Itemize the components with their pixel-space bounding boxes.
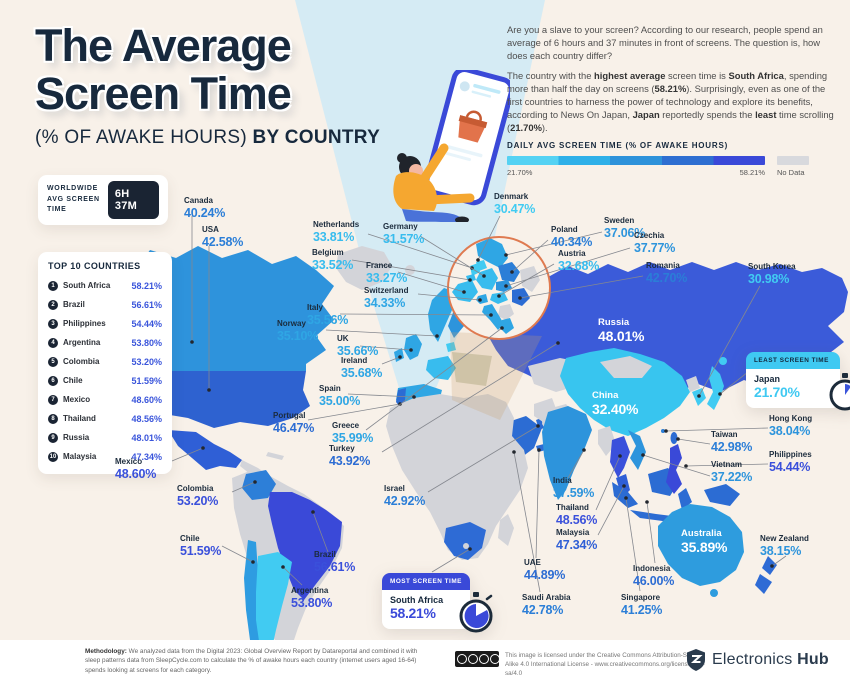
- license-text: This image is licensed under the Creativ…: [505, 652, 705, 678]
- legend-no-data-swatch: [777, 156, 809, 165]
- color-legend: DAILY AVG SCREEN TIME (% OF AWAKE HOURS)…: [507, 141, 809, 177]
- least-card-value: 21.70%: [754, 384, 800, 400]
- most-card-country: South Africa: [390, 595, 444, 605]
- worldwide-average-card: WORLDWIDE AVG SCREEN TIME 6H 37M: [38, 175, 168, 225]
- top10-row: 9 Russia 48.01%: [48, 428, 162, 447]
- subtitle-bold: BY COUNTRY: [252, 127, 381, 149]
- most-card-header: MOST SCREEN TIME: [382, 573, 470, 590]
- least-card-header: LEAST SCREEN TIME: [746, 352, 840, 369]
- top10-row: 1 South Africa 58.21%: [48, 276, 162, 295]
- intro-text: Are you a slave to your screen? Accordin…: [507, 24, 839, 142]
- footer: Methodology: We analyzed data from the D…: [0, 640, 850, 680]
- most-card-value: 58.21%: [390, 605, 436, 621]
- electronics-hub-logo: Electronics Hub: [686, 648, 829, 672]
- intro-paragraph-2: The country with the highest average scr…: [507, 69, 834, 133]
- least-card-country: Japan: [754, 374, 781, 384]
- legend-no-data-label: No Data: [777, 168, 805, 177]
- top10-row: 10 Malaysia 47.34%: [48, 451, 162, 462]
- intro-paragraph-1: Are you a slave to your screen? Accordin…: [507, 24, 823, 61]
- methodology-text: Methodology: We analyzed data from the D…: [85, 648, 418, 674]
- top10-heading: TOP 10 COUNTRIES: [48, 261, 141, 271]
- page-title-line2: Screen Time: [35, 67, 292, 119]
- top10-row: 7 Mexico 48.60%: [48, 390, 162, 409]
- person-with-phone-illustration: [393, 70, 510, 222]
- top10-row: 3 Philippines 54.44%: [48, 314, 162, 333]
- worldwide-average-badge: 6H 37M: [107, 181, 159, 219]
- legend-min-label: 21.70%: [507, 168, 533, 177]
- legend-max-label: 58.21%: [739, 168, 765, 177]
- europe-inset-magnifier: [447, 236, 551, 340]
- most-screen-time-card: MOST SCREEN TIME South Africa 58.21%: [382, 573, 493, 633]
- top10-list: 1 South Africa 58.21% 2 Brazil 56.61% 3 Philipp…: [48, 276, 162, 466]
- stopwatch-icon-most: [459, 592, 493, 633]
- legend-gradient-bar: [507, 156, 765, 165]
- least-screen-time-card: LEAST SCREEN TIME Japan 21.70%: [746, 352, 850, 411]
- top10-row: 2 Brazil 56.61%: [48, 295, 162, 314]
- logo-bold: Hub: [797, 651, 829, 668]
- top10-row: 8 Thailand 48.56%: [48, 409, 162, 428]
- page-title-line1: The Average: [35, 20, 292, 71]
- top10-row: 5 Colombia 53.20%: [48, 352, 162, 371]
- shield-logo-icon: [687, 649, 705, 671]
- logo-regular: Electronics: [712, 651, 798, 668]
- title-block: The Average Screen Time (% OF AWAKE HOUR…: [35, 22, 380, 149]
- page-subtitle: (% OF AWAKE HOURS) BY COUNTRY: [35, 127, 380, 149]
- top10-row: 4 Argentina 53.80%: [48, 333, 162, 352]
- subtitle-regular: (% OF AWAKE HOURS): [35, 127, 253, 149]
- logo-text: Electronics Hub: [712, 651, 829, 669]
- top10-card: TOP 10 COUNTRIES 1 South Africa 58.21% 2 Bra…: [38, 252, 172, 474]
- worldwide-average-label: WORLDWIDE AVG SCREEN TIME: [47, 185, 100, 214]
- top10-row: 6 Chile 51.59%: [48, 371, 162, 390]
- creative-commons-badge-icon: [455, 651, 499, 667]
- stopwatch-icon-least: [829, 373, 850, 411]
- legend-heading: DAILY AVG SCREEN TIME (% OF AWAKE HOURS): [507, 141, 729, 150]
